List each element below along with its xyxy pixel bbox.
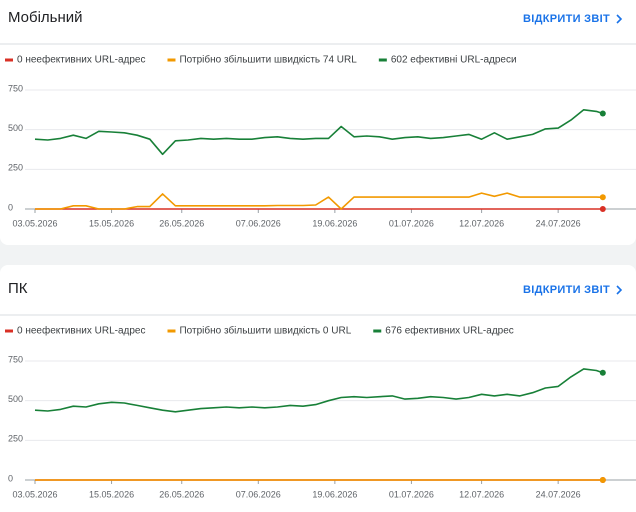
y-tick-label: 0 [8, 202, 13, 212]
chevron [616, 285, 623, 295]
x-tick-label: 12.07.2026 [459, 489, 504, 499]
y-tick-label: 0 [8, 473, 13, 483]
last-point [599, 369, 606, 376]
x-tick-label: 01.07.2026 [389, 218, 434, 228]
x-tick-label: 26.05.2026 [159, 489, 204, 499]
legend-label: Потрібно збільшити швидкість 74 URL [179, 54, 357, 66]
x-tick-label: 07.06.2026 [236, 218, 281, 228]
x-tick-label: 19.06.2026 [312, 218, 357, 228]
x-tick-label: 24.07.2026 [536, 218, 581, 228]
y-tick-label: 250 [8, 163, 23, 173]
x-tick-label: 19.06.2026 [312, 489, 357, 499]
y-tick-label: 750 [8, 83, 23, 93]
x-tick-label: 07.06.2026 [236, 489, 281, 499]
last-point [599, 194, 606, 201]
card-title: Мобільний [8, 9, 83, 26]
y-tick-label: 500 [8, 394, 23, 404]
card-title: ПК [8, 280, 28, 297]
x-tick-label: 01.07.2026 [389, 489, 434, 499]
series-line [35, 192, 603, 210]
x-tick-label: 03.05.2026 [12, 489, 57, 499]
x-tick-label: 26.05.2026 [159, 218, 204, 228]
legend-label: 676 ефективних URL-адрес [385, 325, 514, 337]
series-line [34, 368, 604, 413]
last-point [599, 110, 606, 117]
x-tick-label: 12.07.2026 [459, 218, 504, 228]
card-top [0, 0, 636, 20]
x-tick-label: 15.05.2026 [89, 489, 134, 499]
x-tick-label: 03.05.2026 [12, 218, 57, 228]
open-report-link[interactable]: ВІДКРИТИ ЗВІТ [523, 13, 610, 25]
last-point [599, 477, 606, 483]
x-tick-label: 24.07.2026 [536, 489, 581, 499]
open-report-link[interactable]: ВІДКРИТИ ЗВІТ [523, 284, 610, 296]
legend-label: 602 ефективні URL-адреси [391, 54, 517, 66]
legend-label: 0 неефективних URL-адрес [17, 54, 145, 66]
card [0, 265, 636, 512]
y-tick-label: 500 [8, 123, 23, 133]
y-tick-label: 750 [8, 354, 23, 364]
card [0, 0, 636, 245]
series-line [34, 109, 604, 156]
y-tick-label: 250 [8, 434, 23, 444]
legend-label: Потрібно збільшити швидкість 0 URL [179, 325, 351, 337]
chevron [616, 14, 623, 24]
card-bottom [0, 495, 636, 512]
legend-label: 0 неефективних URL-адрес [17, 325, 145, 337]
x-tick-label: 15.05.2026 [89, 218, 134, 228]
last-point [599, 206, 606, 212]
